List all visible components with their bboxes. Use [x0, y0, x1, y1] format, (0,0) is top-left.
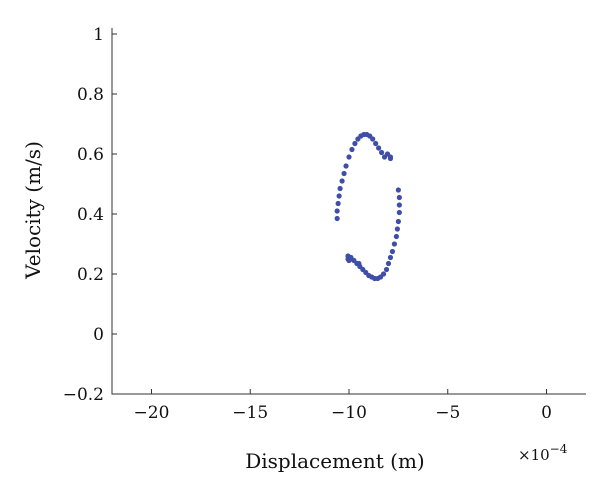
y-tick-label: 1: [93, 25, 104, 45]
y-tick-label: 0.6: [77, 145, 104, 165]
data-point: [335, 200, 341, 207]
data-point: [334, 208, 340, 214]
data-point: [336, 193, 342, 199]
data-point: [339, 178, 345, 184]
y-tick-label: 0: [93, 325, 104, 345]
x-tick-label: −5: [435, 403, 460, 423]
x-tick-label: −10: [331, 403, 367, 423]
data-point: [349, 146, 355, 153]
y-tick-label: 0.4: [77, 205, 104, 225]
y-tick-label: 0.2: [77, 265, 104, 285]
axes: −20 −15 −10 −5 0 −0.2 0 0.2 0.4 0.6 0.8 1: [63, 25, 586, 423]
x-exponent-power: −4: [550, 442, 568, 456]
data-point: [383, 266, 390, 273]
data-point: [376, 145, 382, 151]
x-exponent-label: ×10−4: [518, 442, 568, 464]
data-point: [370, 136, 376, 142]
y-tick-label: −0.2: [63, 385, 104, 405]
data-point: [396, 202, 402, 208]
data-point: [378, 149, 385, 156]
data-points: [334, 131, 402, 282]
x-exponent-base: ×10: [518, 446, 550, 464]
x-tick-label: −15: [232, 403, 268, 423]
axis-frame: [111, 28, 586, 395]
data-point: [391, 241, 398, 247]
data-point: [346, 154, 352, 160]
data-point: [387, 254, 394, 261]
data-point: [343, 163, 349, 169]
data-point: [389, 248, 396, 255]
data-point: [395, 218, 401, 225]
data-point: [396, 194, 402, 201]
y-axis-label: Velocity (m/s): [21, 141, 45, 280]
data-point: [395, 187, 401, 193]
data-point: [341, 170, 347, 177]
data-point: [385, 260, 392, 267]
x-axis-label: Displacement (m): [245, 449, 425, 473]
data-point: [337, 185, 343, 192]
data-point: [352, 140, 358, 147]
data-point: [387, 155, 394, 162]
data-point: [373, 140, 379, 147]
y-tick-label: 0.8: [77, 85, 104, 105]
x-tick-label: 0: [541, 403, 552, 423]
data-point: [393, 233, 399, 240]
data-point: [394, 226, 400, 232]
x-tick-label: −20: [134, 403, 170, 423]
data-point: [346, 257, 352, 264]
data-point: [396, 209, 402, 216]
data-point: [334, 215, 340, 222]
data-point: [356, 260, 362, 267]
